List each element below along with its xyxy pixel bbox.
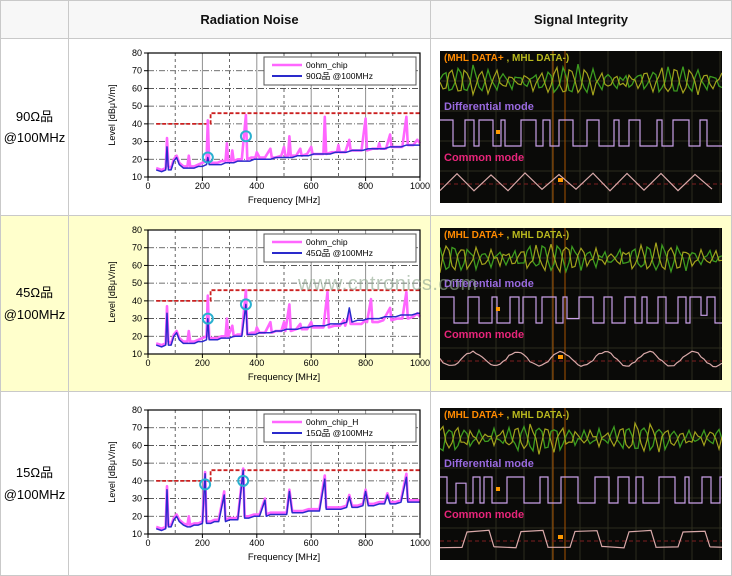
- svg-text:400: 400: [249, 538, 264, 548]
- svg-text:70: 70: [132, 66, 142, 76]
- svg-text:Frequency [MHz]: Frequency [MHz]: [248, 552, 320, 563]
- svg-text:1000: 1000: [410, 358, 430, 368]
- svg-text:0: 0: [145, 358, 150, 368]
- common-mode-label: Common mode: [444, 328, 525, 341]
- radiation-chart: 0 200 400 600 800 1000 10 20 30 40 50 60 70 80 Frequen…: [107, 225, 430, 383]
- differential-mode-label: Differential mode: [444, 277, 534, 290]
- svg-text:400: 400: [249, 181, 264, 191]
- svg-text:10: 10: [132, 529, 142, 539]
- radiation-chart: 0 200 400 600 800 1000 10 20 30 40 50 60 70 80 Frequen…: [107, 48, 430, 206]
- svg-text:10: 10: [132, 349, 142, 359]
- oscilloscope-panel: (MHL DATA+ , MHL DATA-) Differential mod…: [440, 51, 722, 203]
- svg-text:Level [dBμV/m]: Level [dBμV/m]: [107, 441, 117, 502]
- svg-text:50: 50: [132, 278, 142, 288]
- table-header-row: Radiation Noise Signal Integrity: [1, 1, 731, 38]
- row-label: 15Ω品 @100MHz: [3, 465, 66, 502]
- svg-text:Level [dBμV/m]: Level [dBμV/m]: [107, 84, 117, 145]
- svg-text:60: 60: [132, 83, 142, 93]
- svg-text:0: 0: [145, 538, 150, 548]
- oscilloscope-panel: (MHL DATA+ , MHL DATA-) Differential mod…: [440, 407, 722, 560]
- svg-text:Frequency [MHz]: Frequency [MHz]: [248, 195, 320, 206]
- mhl-data-label: (MHL DATA+ , MHL DATA-): [444, 409, 570, 421]
- svg-text:0ohm_chip: 0ohm_chip: [306, 237, 348, 247]
- svg-text:80: 80: [132, 405, 142, 415]
- svg-text:0ohm_chip_H: 0ohm_chip_H: [306, 417, 358, 427]
- svg-text:50: 50: [132, 101, 142, 111]
- mhl-data-label: (MHL DATA+ , MHL DATA-): [444, 229, 570, 241]
- svg-text:400: 400: [249, 358, 264, 368]
- svg-text:40: 40: [132, 119, 142, 129]
- differential-mode-label: Differential mode: [444, 101, 534, 113]
- differential-mode-label: Differential mode: [444, 457, 534, 470]
- svg-text:20: 20: [132, 511, 142, 521]
- svg-text:0ohm_chip: 0ohm_chip: [306, 60, 348, 70]
- svg-text:40: 40: [132, 295, 142, 305]
- svg-text:600: 600: [304, 358, 319, 368]
- svg-text:60: 60: [132, 440, 142, 450]
- svg-text:60: 60: [132, 260, 142, 270]
- svg-text:1000: 1000: [410, 538, 430, 548]
- svg-text:200: 200: [195, 358, 210, 368]
- svg-text:30: 30: [132, 493, 142, 503]
- svg-text:80: 80: [132, 225, 142, 235]
- row-15ohm: 15Ω品 @100MHz 0 200 400 600 800 1000 10 20 30 40 50…: [1, 391, 731, 575]
- common-mode-label: Common mode: [444, 152, 525, 164]
- svg-text:Level [dBμV/m]: Level [dBμV/m]: [107, 261, 117, 322]
- row-45ohm: 45Ω品 @100MHz 0 200 400 600 800 1000 10 20 30 40 50…: [1, 215, 731, 391]
- row-label: 90Ω品 @100MHz: [3, 108, 66, 145]
- svg-text:20: 20: [132, 154, 142, 164]
- svg-text:80: 80: [132, 48, 142, 58]
- svg-text:10: 10: [132, 172, 142, 182]
- oscilloscope-panel: (MHL DATA+ , MHL DATA-) Differential mod…: [440, 227, 722, 380]
- header-empty-cell: [1, 1, 68, 38]
- svg-text:800: 800: [358, 181, 373, 191]
- svg-text:70: 70: [132, 422, 142, 432]
- svg-text:50: 50: [132, 458, 142, 468]
- svg-text:800: 800: [358, 358, 373, 368]
- svg-text:30: 30: [132, 313, 142, 323]
- svg-text:1000: 1000: [410, 181, 430, 191]
- svg-text:15Ω品 @100MHz: 15Ω品 @100MHz: [306, 428, 373, 438]
- radiation-chart: 0 200 400 600 800 1000 10 20 30 40 50 60 70 80 Frequen…: [107, 405, 430, 563]
- svg-text:30: 30: [132, 137, 142, 147]
- svg-text:200: 200: [195, 181, 210, 191]
- svg-text:600: 600: [304, 538, 319, 548]
- signal-integrity-header: Signal Integrity: [534, 12, 628, 27]
- common-mode-label: Common mode: [444, 508, 525, 521]
- mhl-data-label: (MHL DATA+ , MHL DATA-): [444, 53, 570, 64]
- svg-text:0: 0: [145, 181, 150, 191]
- svg-text:Frequency [MHz]: Frequency [MHz]: [248, 372, 320, 383]
- radiation-noise-header: Radiation Noise: [200, 12, 299, 27]
- svg-text:45Ω品 @100MHz: 45Ω品 @100MHz: [306, 248, 373, 258]
- svg-text:200: 200: [195, 538, 210, 548]
- svg-text:600: 600: [304, 181, 319, 191]
- svg-text:20: 20: [132, 331, 142, 341]
- svg-text:70: 70: [132, 242, 142, 252]
- svg-text:40: 40: [132, 475, 142, 485]
- row-90ohm: 90Ω品 @100MHz 0 200 400 600 800 1000 10 20 30 40 50…: [1, 38, 731, 215]
- svg-text:90Ω品 @100MHz: 90Ω品 @100MHz: [306, 71, 373, 81]
- row-label: 45Ω品 @100MHz: [3, 285, 66, 322]
- svg-text:800: 800: [358, 538, 373, 548]
